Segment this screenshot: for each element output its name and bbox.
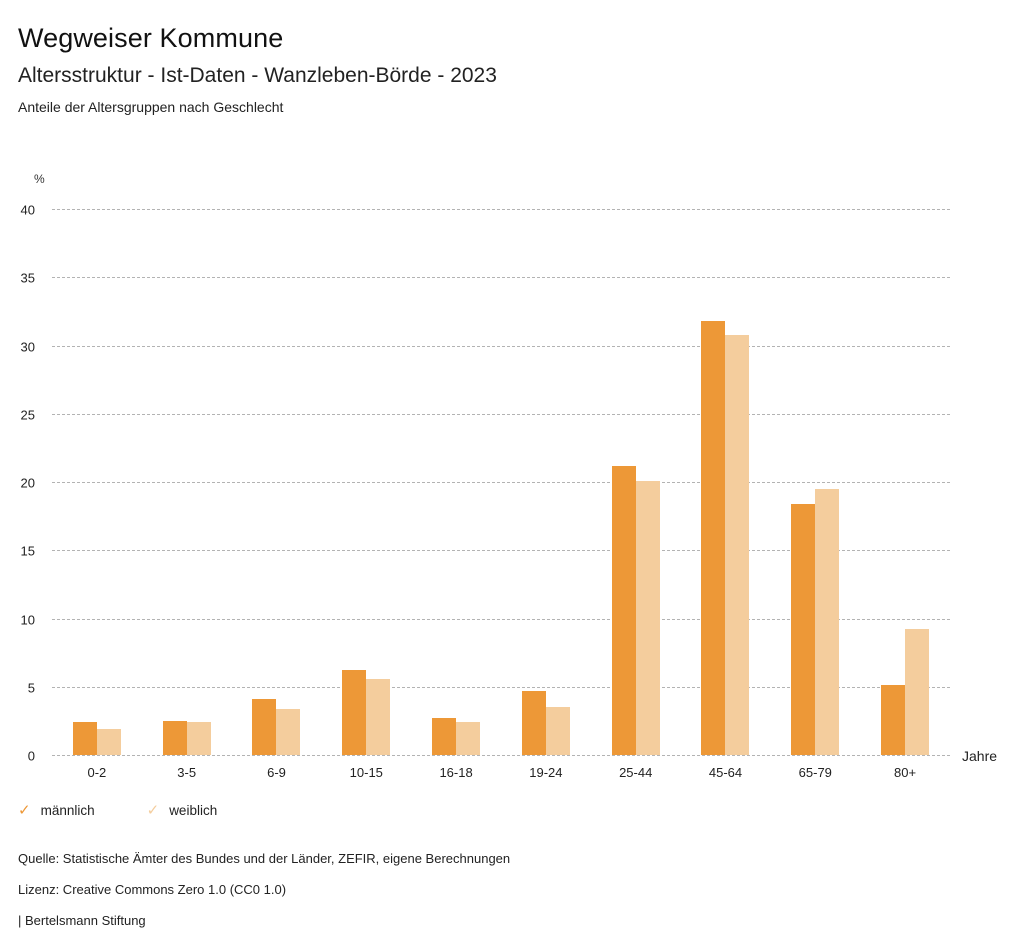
bar-männlich-19-24[interactable] [521,690,546,755]
bar-group[interactable]: 25-44 [591,209,681,780]
bar-group[interactable]: 6-9 [232,209,322,780]
gridline: 40 [21,203,950,218]
y-axis-unit-label: % [34,172,45,186]
y-axis-tick-label: 25 [20,407,35,423]
bar-group[interactable]: 45-64 [681,209,771,780]
chart-bars: 0-2 3-5 6-9 10-15 16-18 19-24 25-44 45-64 65-79 8… [52,209,950,780]
gridline: 35 [21,271,950,286]
gridline: 20 [21,476,950,491]
y-axis-tick-label: 10 [20,612,35,627]
bar-weiblich-3-5[interactable] [186,722,211,755]
chart-subtitle: Altersstruktur - Ist-Daten - Wanzleben-B… [18,64,497,87]
check-icon: ✓ [18,802,31,819]
bar-weiblich-80+[interactable] [905,629,930,755]
bar-group[interactable]: 80+ [860,209,950,780]
y-axis-tick-label: 15 [20,543,35,559]
y-axis-tick-label: 40 [20,202,35,218]
bar-männlich-3-5[interactable] [162,720,187,755]
bar-weiblich-16-18[interactable] [456,722,481,755]
x-axis-tick-label: 25-44 [619,765,653,780]
bar-männlich-6-9[interactable] [252,699,277,755]
bar-weiblich-10-15[interactable] [366,678,391,755]
legend-label: männlich [40,803,95,818]
bar-group[interactable]: 10-15 [321,209,411,780]
chart-description: Anteile der Altersgruppen nach Geschlech… [18,99,284,115]
bar-group[interactable]: 19-24 [501,209,591,780]
bar-männlich-80+[interactable] [881,685,906,755]
y-axis-tick-label: 0 [27,748,35,764]
bar-weiblich-65-79[interactable] [815,488,840,755]
bar-group[interactable]: 0-2 [52,209,142,780]
x-axis-tick-label: 10-15 [349,765,383,780]
x-axis-tick-label: 3-5 [177,765,197,780]
footer-line: Quelle: Statistische Ämter des Bundes un… [18,851,511,866]
y-axis-tick-label: 20 [20,475,35,491]
bar-group[interactable]: 16-18 [411,209,501,780]
x-axis-tick-label: 16-18 [439,765,473,780]
bar-männlich-25-44[interactable] [611,465,636,755]
check-icon: ✓ [146,802,160,819]
bar-männlich-10-15[interactable] [342,670,367,755]
y-axis-tick-label: 30 [20,339,35,354]
x-axis-tick-label: 80+ [894,765,917,780]
footer-line: | Bertelsmann Stiftung [18,913,146,928]
page-title: Wegweiser Kommune [18,23,284,53]
x-axis-tick-label: 6-9 [267,765,286,780]
gridline: 0 [28,749,950,764]
bar-weiblich-45-64[interactable] [725,334,750,755]
chart-plot-area: % 0 5 10 15 20 25 30 35 40 0-2 3-5 6-9 10-15 16-18 19… [21,172,998,780]
gridline: 25 [21,407,950,422]
x-axis-tick-label: 19-24 [529,765,563,780]
gridline: 30 [21,339,950,354]
bar-group[interactable]: 3-5 [142,209,232,780]
chart-footer: Quelle: Statistische Ämter des Bundes un… [18,843,978,936]
bar-männlich-45-64[interactable] [701,320,726,755]
x-axis-tick-label: 45-64 [708,765,743,780]
chart-legend: ✓ männlich ✓ weiblich [18,803,269,818]
x-axis-tick-label: 65-79 [798,765,832,780]
bar-männlich-65-79[interactable] [791,503,816,755]
bar-männlich-16-18[interactable] [432,718,457,755]
chart-header: Wegweiser Kommune Altersstruktur - Ist-D… [18,0,1008,116]
bar-group[interactable]: 65-79 [770,209,860,780]
footer-line: Lizenz: Creative Commons Zero 1.0 (CC0 1… [18,882,287,897]
gridline: 10 [21,612,950,627]
bar-weiblich-25-44[interactable] [635,480,660,755]
bar-weiblich-6-9[interactable] [276,708,301,755]
legend-item-weiblich[interactable]: ✓ weiblich [147,803,218,818]
y-axis-tick-label: 5 [27,680,35,696]
gridline: 15 [21,544,950,559]
x-axis-label: Jahre [962,748,998,764]
legend-label: weiblich [169,803,218,818]
y-axis-tick-label: 35 [20,270,35,286]
bar-männlich-0-2[interactable] [72,722,97,755]
x-axis-tick-label: 0-2 [87,765,107,780]
gridline: 5 [28,680,950,695]
bar-weiblich-0-2[interactable] [96,729,121,755]
bar-weiblich-19-24[interactable] [545,707,570,755]
legend-item-männlich[interactable]: ✓ männlich [18,803,95,818]
